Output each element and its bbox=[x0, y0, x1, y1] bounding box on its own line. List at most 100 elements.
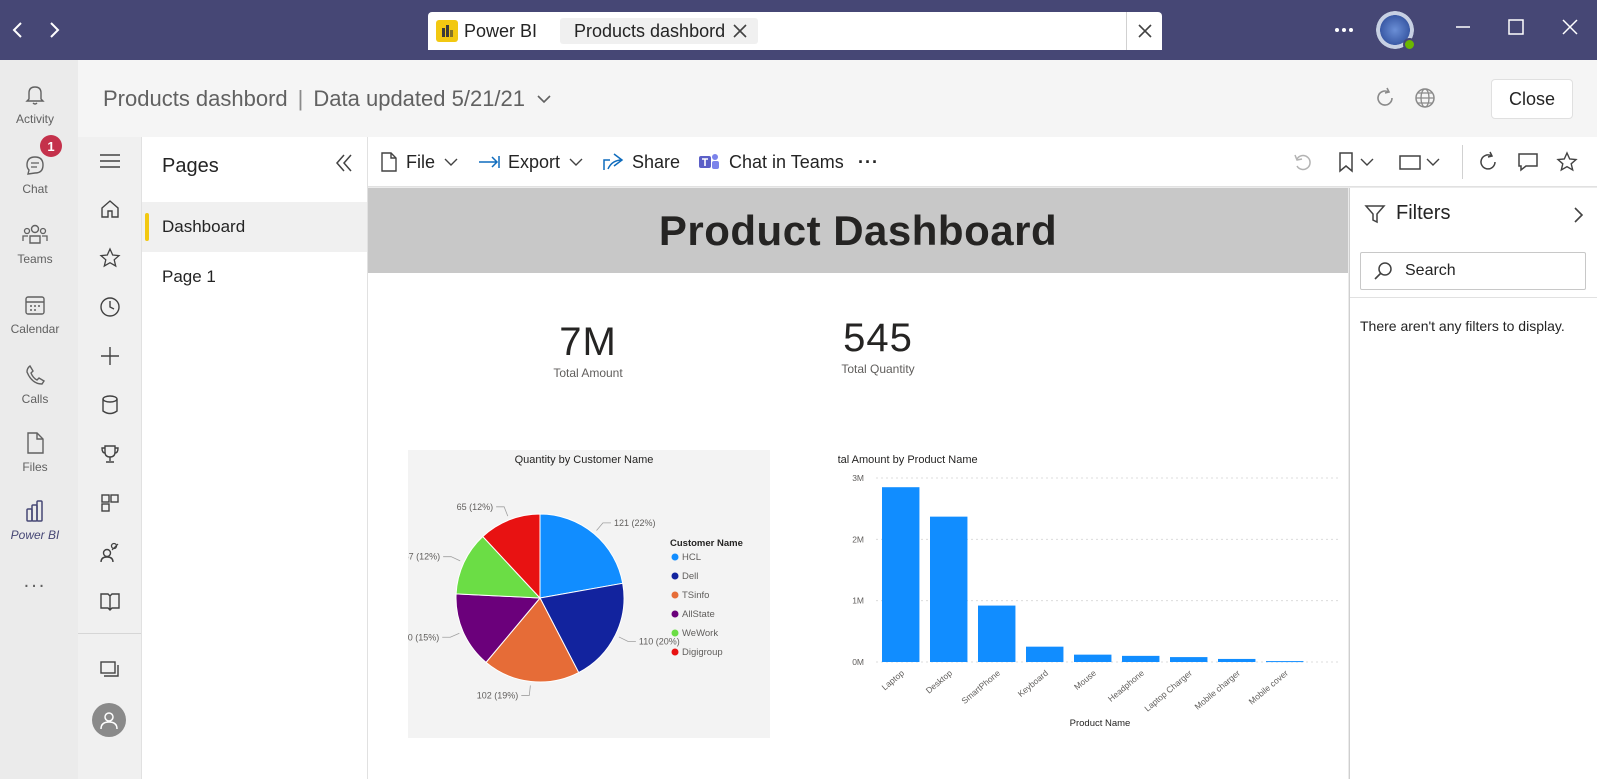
hamburger-menu-icon[interactable] bbox=[96, 147, 124, 175]
close-tab-icon[interactable] bbox=[732, 23, 748, 39]
user-avatar[interactable] bbox=[1376, 11, 1416, 51]
bar-desktop bbox=[930, 516, 968, 662]
back-arrow-icon[interactable] bbox=[6, 18, 30, 42]
pie-chart-title: Quantity by Customer Name bbox=[515, 454, 654, 466]
chevron-down-icon[interactable] bbox=[535, 90, 553, 108]
bar-chart-visual[interactable]: Total Amount by Product Name0M1M2M3MTota… bbox=[838, 450, 1348, 750]
bookmark-dropdown-chevron-icon[interactable] bbox=[1358, 149, 1376, 175]
export-menu-button[interactable]: Export bbox=[478, 149, 584, 175]
more-options-icon[interactable] bbox=[1334, 22, 1354, 38]
workspaces-icon[interactable] bbox=[96, 655, 124, 683]
view-mode-icon[interactable] bbox=[1397, 149, 1423, 175]
profile-avatar-icon[interactable] bbox=[92, 703, 126, 737]
filters-title: Filters bbox=[1396, 202, 1451, 224]
document-tab[interactable]: Products dashbord bbox=[560, 18, 758, 44]
pie-slice-hcl bbox=[539, 513, 624, 599]
powerbi-logo-icon bbox=[436, 20, 458, 42]
rail-more-apps[interactable]: ... bbox=[0, 558, 70, 618]
pie-leader-line bbox=[596, 522, 611, 531]
app-tab-label: Power BI bbox=[464, 20, 538, 41]
pie-legend-swatch bbox=[671, 591, 679, 599]
more-options-button[interactable]: ··· bbox=[858, 149, 879, 175]
rail-item-files[interactable]: Files bbox=[0, 418, 70, 478]
pie-data-label: 102 (19%) bbox=[477, 690, 519, 700]
forward-arrow-icon[interactable] bbox=[42, 18, 66, 42]
pages-title: Pages bbox=[162, 155, 219, 177]
rail-item-calendar[interactable]: Calendar bbox=[0, 280, 70, 340]
pie-legend-item: Dell bbox=[682, 571, 698, 582]
presence-available-icon bbox=[1403, 38, 1416, 51]
pie-legend-swatch bbox=[671, 553, 679, 561]
shared-with-me-icon[interactable] bbox=[96, 538, 124, 566]
refresh-visuals-icon[interactable] bbox=[1475, 149, 1501, 175]
chevron-down-icon bbox=[569, 158, 583, 166]
close-tabstrip-icon[interactable] bbox=[1126, 12, 1162, 50]
pages-pane: Pages Dashboard Page 1 bbox=[142, 137, 368, 779]
create-plus-icon[interactable] bbox=[96, 342, 124, 370]
window-close-icon[interactable] bbox=[1561, 18, 1579, 36]
rail-item-powerbi[interactable]: Power BI bbox=[0, 486, 70, 546]
apps-grid-icon[interactable] bbox=[96, 489, 124, 517]
rail-label: Chat bbox=[22, 182, 48, 196]
kpi-card-total-amount[interactable]: 7M Total Amount bbox=[528, 320, 648, 380]
bar-x-axis-label: Product Name bbox=[1070, 718, 1131, 729]
app-tab[interactable]: Power BI bbox=[436, 18, 537, 44]
rail-item-chat[interactable]: Chat bbox=[0, 140, 70, 200]
favorites-star-icon[interactable] bbox=[96, 244, 124, 272]
report-canvas: Product Dashboard 7M Total Amount 545 To… bbox=[368, 188, 1348, 779]
minimize-icon[interactable] bbox=[1454, 18, 1472, 36]
comment-icon[interactable] bbox=[1515, 149, 1541, 175]
rail-item-calls[interactable]: Calls bbox=[0, 350, 70, 410]
page-item-dashboard[interactable]: Dashboard bbox=[142, 202, 367, 252]
bar-mobile-charger bbox=[1218, 658, 1256, 662]
recent-clock-icon[interactable] bbox=[96, 293, 124, 321]
learn-book-icon[interactable] bbox=[96, 587, 124, 615]
bar-laptop bbox=[882, 487, 920, 662]
pie-chart-visual[interactable]: Quantity by Customer Name 121 (22%) 110 (2… bbox=[408, 450, 770, 738]
view-dropdown-chevron-icon[interactable] bbox=[1424, 149, 1442, 175]
globe-icon[interactable] bbox=[1413, 86, 1437, 110]
close-button[interactable]: Close bbox=[1491, 79, 1573, 119]
pie-chart: Quantity by Customer Name 121 (22%) 110 (2… bbox=[408, 454, 743, 700]
pie-leader-line bbox=[442, 632, 460, 638]
undo-icon[interactable] bbox=[1290, 149, 1316, 175]
collapse-pane-icon[interactable] bbox=[332, 151, 356, 175]
chat-in-teams-button[interactable]: Chat in Teams bbox=[697, 149, 844, 175]
datasets-cylinder-icon[interactable] bbox=[96, 391, 124, 419]
pie-slice-tsinfo bbox=[485, 597, 580, 683]
kpi-value: 7M bbox=[559, 320, 617, 364]
share-label: Share bbox=[632, 151, 681, 172]
bookmark-icon[interactable] bbox=[1333, 149, 1359, 175]
chevron-down-icon bbox=[444, 158, 458, 166]
maximize-icon[interactable] bbox=[1507, 18, 1525, 36]
file-menu-button[interactable]: File bbox=[380, 149, 459, 175]
file-icon bbox=[381, 152, 397, 172]
powerbi-nav bbox=[78, 137, 142, 779]
pie-legend-item: AllState bbox=[682, 609, 715, 620]
teams-icon bbox=[22, 224, 48, 244]
home-icon[interactable] bbox=[96, 195, 124, 223]
expand-filters-chevron-icon[interactable] bbox=[1570, 206, 1586, 224]
refresh-icon[interactable] bbox=[1373, 86, 1397, 110]
favorite-star-icon[interactable] bbox=[1554, 149, 1580, 175]
pie-leader-line bbox=[496, 506, 509, 517]
goals-trophy-icon[interactable] bbox=[96, 440, 124, 468]
page-item-page-1[interactable]: Page 1 bbox=[142, 252, 367, 302]
bar-headphone bbox=[1122, 655, 1160, 662]
pie-leader-line bbox=[618, 636, 636, 642]
file-icon bbox=[27, 432, 44, 454]
kpi-card-total-quantity[interactable]: 545 Total Quantity bbox=[818, 316, 938, 376]
rail-item-teams[interactable]: Teams bbox=[0, 210, 70, 270]
share-button[interactable]: Share bbox=[602, 149, 680, 175]
rail-item-activity[interactable]: Activity bbox=[0, 70, 70, 130]
bar-y-tick-label: 0M bbox=[852, 657, 864, 667]
data-updated[interactable]: Data updated 5/21/21 bbox=[313, 86, 526, 111]
powerbi-icon bbox=[26, 500, 43, 522]
pie-legend-swatch bbox=[671, 648, 679, 656]
file-label: File bbox=[406, 151, 436, 172]
page-item-label: Page 1 bbox=[162, 267, 216, 286]
pie-data-label: 67 (12%) bbox=[408, 552, 440, 562]
bar-keyboard bbox=[1026, 646, 1064, 662]
filters-search-input[interactable]: Search bbox=[1360, 252, 1586, 290]
filters-empty-message: There aren't any filters to display. bbox=[1360, 318, 1565, 334]
